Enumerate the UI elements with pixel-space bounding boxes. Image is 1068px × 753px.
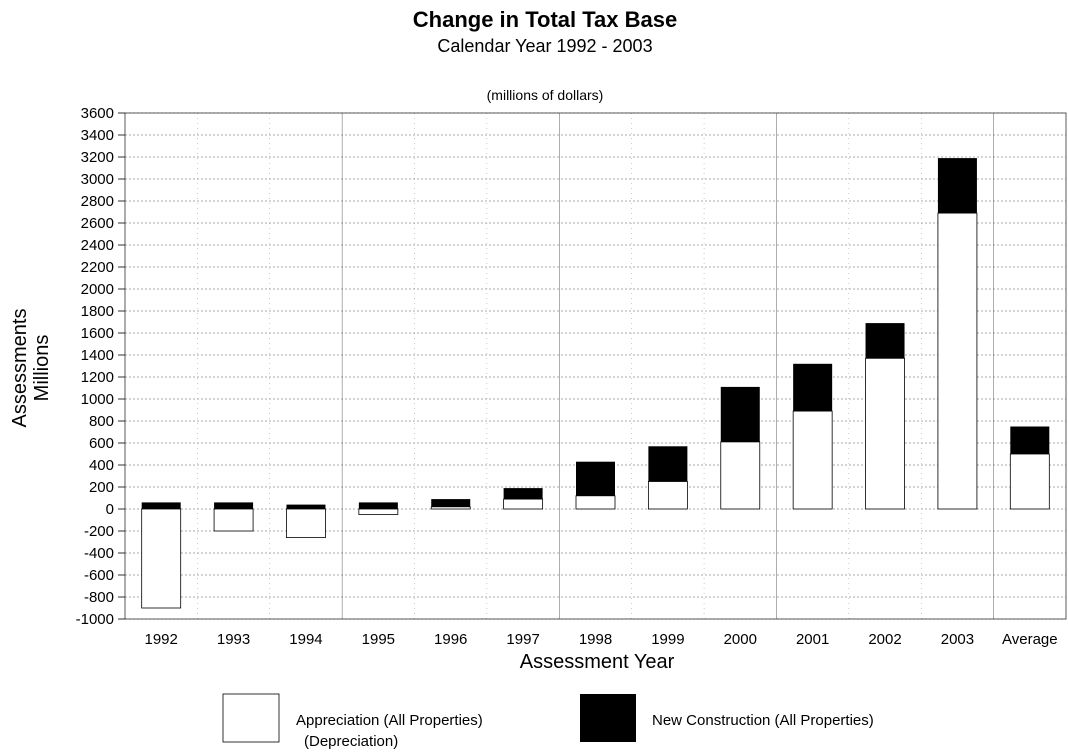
bar-appreciation-2000 bbox=[720, 441, 761, 510]
y-tick-label-22: -800 bbox=[84, 589, 114, 606]
bar-appreciation-1993 bbox=[213, 508, 254, 532]
x-tick-label-2003: 2003 bbox=[941, 631, 974, 648]
bar-new-construction-1999 bbox=[648, 446, 688, 482]
y-tick-label-8: 2000 bbox=[81, 281, 114, 298]
y-tick-label-16: 400 bbox=[89, 457, 114, 474]
bar-new-construction-1998 bbox=[576, 461, 615, 496]
y-tick-label-1: 3400 bbox=[81, 127, 114, 144]
y-tick-label-13: 1000 bbox=[81, 391, 114, 408]
y-tick-label-17: 200 bbox=[89, 479, 114, 496]
bar-appreciation-2003 bbox=[937, 212, 978, 510]
y-tick-label-14: 800 bbox=[89, 413, 114, 430]
y-tick-label-12: 1200 bbox=[81, 369, 114, 386]
plot-frame bbox=[124, 112, 1067, 620]
y-tick-label-10: 1600 bbox=[81, 325, 114, 342]
bar-new-construction-1992 bbox=[141, 502, 181, 509]
bar-appreciation-1994 bbox=[286, 508, 326, 539]
x-tick-label-Average: Average bbox=[1002, 631, 1058, 648]
bar-appreciation-Average bbox=[1009, 453, 1050, 510]
x-tick-label-1997: 1997 bbox=[506, 631, 539, 648]
y-tick-label-23: -1000 bbox=[76, 611, 114, 628]
x-tick-label-1993: 1993 bbox=[217, 631, 250, 648]
x-tick-label-1992: 1992 bbox=[145, 631, 178, 648]
bar-new-construction-1993 bbox=[214, 502, 254, 509]
y-axis-ticks: 3600340032003000280026002400220020001800… bbox=[76, 105, 125, 628]
units-note: (millions of dollars) bbox=[487, 87, 604, 103]
x-tick-label-1999: 1999 bbox=[651, 631, 684, 648]
bar-appreciation-1996 bbox=[430, 506, 471, 510]
y-tick-label-20: -400 bbox=[84, 545, 114, 562]
legend-swatch-new-construction bbox=[580, 694, 636, 742]
bar-new-construction-1994 bbox=[286, 504, 326, 509]
y-tick-label-6: 2400 bbox=[81, 237, 114, 254]
bar-appreciation-2001 bbox=[792, 410, 833, 510]
bar-new-construction-1997 bbox=[503, 488, 543, 500]
x-tick-label-1996: 1996 bbox=[434, 631, 467, 648]
bars bbox=[141, 158, 1050, 609]
legend-label-new-construction: New Construction (All Properties) bbox=[652, 712, 874, 729]
x-tick-label-2001: 2001 bbox=[796, 631, 829, 648]
chart-subtitle: Calendar Year 1992 - 2003 bbox=[437, 36, 652, 56]
legend: Appreciation (All Properties) (Depreciat… bbox=[222, 693, 874, 750]
y-tick-label-21: -600 bbox=[84, 567, 114, 584]
y-tick-label-9: 1800 bbox=[81, 303, 114, 320]
plot-border bbox=[124, 112, 1067, 620]
bar-new-construction-Average bbox=[1010, 426, 1050, 454]
legend-label-depreciation: (Depreciation) bbox=[304, 733, 398, 750]
y-tick-label-19: -200 bbox=[84, 523, 114, 540]
y-tick-label-2: 3200 bbox=[81, 149, 114, 166]
bar-new-construction-2000 bbox=[720, 386, 760, 442]
bar-new-construction-1996 bbox=[431, 499, 471, 507]
x-axis-title: Assessment Year bbox=[520, 651, 675, 673]
x-tick-label-2000: 2000 bbox=[724, 631, 757, 648]
bar-new-construction-2002 bbox=[865, 323, 905, 359]
legend-swatch-appreciation bbox=[222, 693, 280, 743]
chart-title: Change in Total Tax Base bbox=[413, 7, 677, 32]
legend-label-appreciation: Appreciation (All Properties) bbox=[296, 712, 483, 729]
y-tick-label-18: 0 bbox=[106, 501, 114, 518]
y-tick-label-15: 600 bbox=[89, 435, 114, 452]
y-tick-label-11: 1400 bbox=[81, 347, 114, 364]
bar-appreciation-2002 bbox=[865, 357, 905, 510]
bar-appreciation-1997 bbox=[503, 498, 544, 510]
bar-appreciation-1999 bbox=[647, 481, 688, 510]
bar-appreciation-1998 bbox=[575, 495, 616, 510]
x-tick-label-1995: 1995 bbox=[362, 631, 395, 648]
y-tick-label-7: 2200 bbox=[81, 259, 114, 276]
x-tick-label-1994: 1994 bbox=[289, 631, 322, 648]
bar-appreciation-1992 bbox=[141, 508, 182, 609]
y-tick-label-4: 2800 bbox=[81, 193, 114, 210]
grid-lines bbox=[125, 112, 1066, 620]
bar-new-construction-2003 bbox=[937, 158, 977, 214]
y-axis-title: Assessments Millions bbox=[9, 309, 53, 428]
x-tick-label-2002: 2002 bbox=[868, 631, 901, 648]
bar-new-construction-1995 bbox=[358, 502, 398, 509]
y-tick-label-0: 3600 bbox=[81, 105, 114, 122]
x-tick-label-1998: 1998 bbox=[579, 631, 612, 648]
x-axis-ticks: 1992 1993 1994 1995 1996 1997 1998 1999 2000 2001… bbox=[145, 631, 1058, 648]
bar-appreciation-1995 bbox=[358, 508, 399, 515]
y-axis-title-line2: Millions bbox=[31, 335, 53, 402]
y-axis-title-line1: Assessments bbox=[9, 309, 31, 428]
y-tick-label-5: 2600 bbox=[81, 215, 114, 232]
bar-new-construction-2001 bbox=[793, 363, 833, 412]
y-tick-label-3: 3000 bbox=[81, 171, 114, 188]
